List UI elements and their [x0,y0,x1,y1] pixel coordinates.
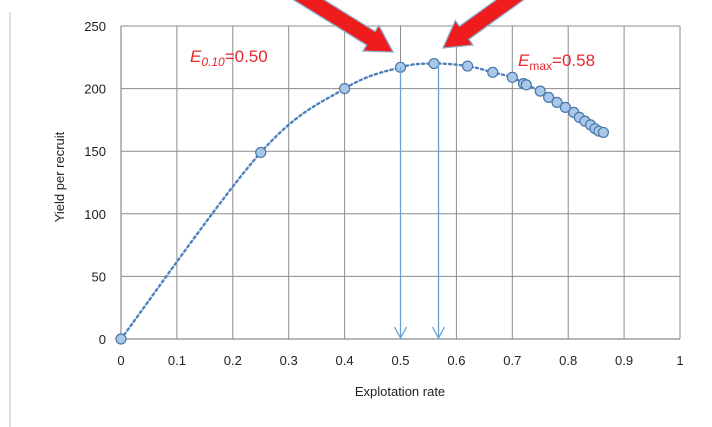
drop-arrowhead [431,326,446,340]
x-tick-label: 0 [117,353,124,368]
x-tick-label: 0.2 [224,353,242,368]
data-point [534,85,546,97]
data-point [559,101,572,113]
x-tick-label: 1 [676,353,683,368]
y-tick-label: 50 [92,269,106,284]
y-axis-title: Yield per recruit [52,131,67,222]
annotation-label: Emax=0.58 [518,51,595,73]
red-arrow-right [441,0,525,49]
x-tick-label: 0.8 [559,353,577,368]
y-tick-label: 150 [84,144,106,159]
x-tick-label: 0.6 [447,353,465,368]
data-point [506,71,518,83]
data-point [543,91,555,103]
data-point [487,66,499,78]
data-point [551,96,563,108]
data-point [520,79,532,91]
x-tick-label: 0.7 [503,353,521,368]
annotation-label: E0.10=0.50 [190,47,268,69]
red-arrow-left [292,0,395,53]
data-point [461,60,474,72]
annotations: E0.10=0.50 Emax=0.58 [190,0,595,340]
x-tick-label: 0.4 [336,353,354,368]
x-axis-title: Explotation rate [355,384,445,399]
y-tick-label: 250 [84,19,106,34]
x-tick-label: 0.5 [391,353,409,368]
drop-arrowhead [393,326,408,340]
x-tick-label: 0.1 [168,353,186,368]
data-point [597,126,610,139]
data-point [255,146,267,159]
x-tick-label: 0.3 [280,353,298,368]
y-tick-label: 0 [99,332,106,347]
data-point [115,333,127,345]
data-point [339,82,351,95]
y-tick-label: 200 [84,82,106,97]
y-tick-label: 100 [84,207,106,222]
x-tick-label: 0.9 [615,353,633,368]
data-point [428,57,440,70]
